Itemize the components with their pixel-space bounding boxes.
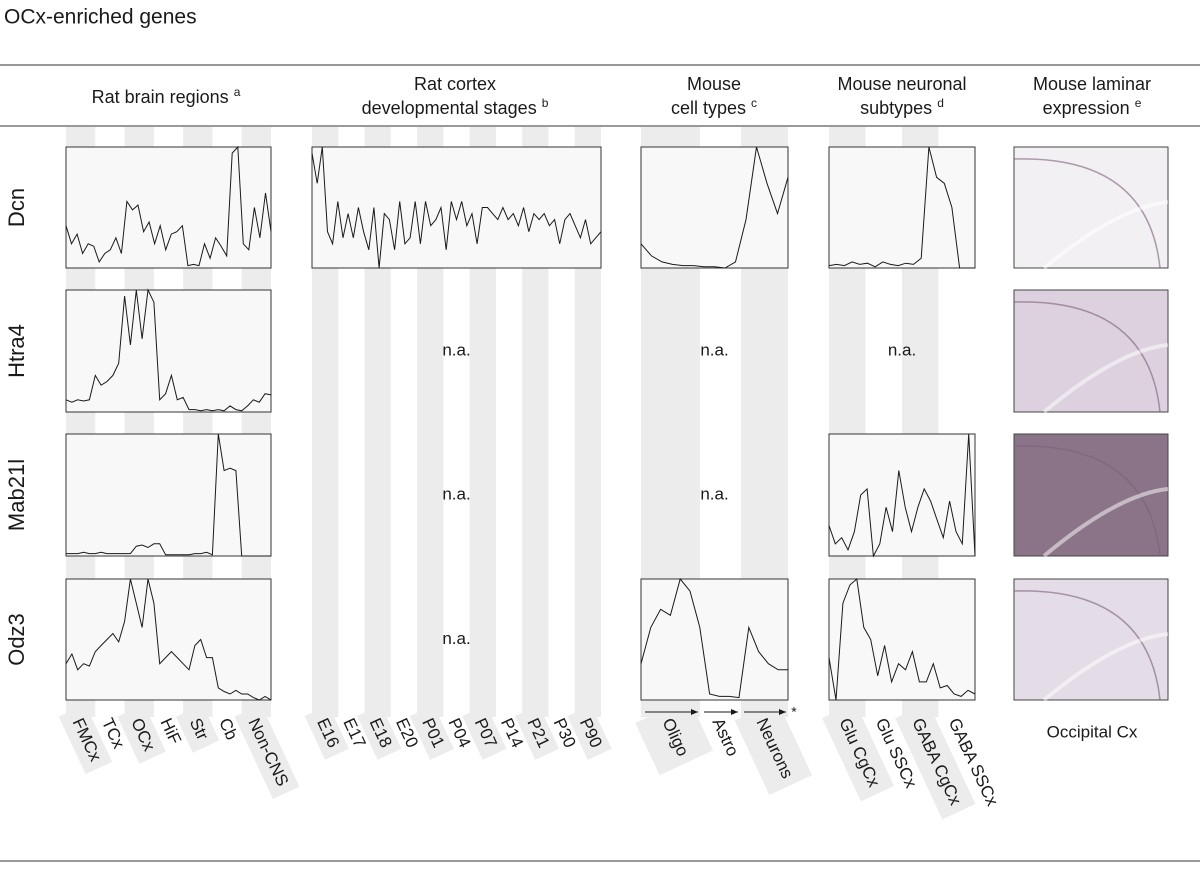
column-header-line: Mouse [687,74,741,94]
chart-frame [640,146,789,269]
column-header: subtypes d [860,96,944,118]
line-series [311,146,602,269]
not-available: n.a. [442,629,470,648]
x-label: E16 [304,705,349,760]
stripe [58,704,113,775]
footnote-mark: b [542,96,549,110]
line-series [828,433,976,558]
significance-mark: * [791,704,797,720]
stripe [514,705,560,760]
tissue-image [1013,289,1169,414]
column-header: Rat cortex [414,74,496,94]
footnote-mark: a [234,85,241,99]
chart-frame [828,146,976,269]
line-series [66,433,271,557]
not-available: n.a. [888,340,916,359]
footnote-mark: e [1135,96,1142,110]
tissue-image [1013,146,1169,270]
column-header: Mouse [687,74,741,94]
chart-frame [311,146,602,269]
column-header-line: expression [1043,98,1130,118]
line-series [828,146,975,269]
not-available: n.a. [700,484,728,503]
gene-label: Dcn [4,188,29,227]
chart-frame [65,146,272,269]
tissue-edge [1013,158,1161,269]
tissue-image [1013,433,1169,558]
stripe [822,702,895,802]
tissue-edge [1013,590,1161,701]
chart-frame [65,578,272,701]
tissue-edge [1013,445,1161,557]
x-label: E18 [357,705,402,760]
x-label: Non-CNS [234,704,300,799]
x-label: Str [175,704,220,753]
chart-frame [65,433,272,557]
chart-frame [640,578,789,701]
stripe [234,704,300,799]
stripe [567,705,612,760]
stripe [635,698,714,776]
x-label: OCx [117,704,166,764]
stripe [117,704,166,764]
stripe [462,705,507,760]
gene-label: Htra4 [4,324,29,378]
column-header-line: Rat cortex [414,74,496,94]
column-header: developmental stages b [362,96,549,118]
tissue-boundary [1042,632,1169,702]
tissue-image [1013,578,1169,702]
stripe [304,705,349,760]
chart-frame [828,578,976,701]
line-series [828,578,976,701]
tissue-boundary [1042,200,1169,270]
column-header-line: Mouse laminar [1033,74,1151,94]
tissue-boundary [1042,343,1169,414]
gene-label: Mab21l [4,459,29,531]
chart-frame [65,289,272,413]
not-available: n.a. [442,484,470,503]
column-header-line: Rat brain regions [92,87,229,107]
tissue-boundary [1042,487,1169,558]
image-caption: Occipital Cx [1047,722,1138,741]
column-header: Mouse neuronal [837,74,966,94]
line-series [65,578,272,701]
column-header-line: cell types [671,98,746,118]
tissue-edge [1013,301,1161,413]
stripe [357,705,402,760]
chart-frame [828,433,976,557]
line-series [65,145,272,267]
x-label: P07 [462,705,507,760]
stripe [895,702,976,820]
figure-title: OCx-enriched genes [4,6,197,29]
stripe [175,704,220,753]
column-header: Mouse laminar [1033,74,1151,94]
line-series [640,146,789,269]
not-available: n.a. [700,340,728,359]
not-available: n.a. [442,340,470,359]
stripe [734,700,813,796]
column-header-line: subtypes [860,98,932,118]
gene-label: Odz3 [4,613,29,666]
column-header-line: developmental stages [362,98,537,118]
column-header-line: Mouse neuronal [837,74,966,94]
line-series [65,288,272,412]
x-label: FMCx [58,704,113,775]
x-label: Oligo [635,698,714,776]
column-header: expression e [1043,96,1142,118]
stripe [409,705,454,760]
footnote-mark: d [937,96,944,110]
footnote-mark: c [751,96,757,110]
column-header: Rat brain regions a [92,85,241,107]
line-series [640,577,788,699]
column-header: cell types c [671,96,757,118]
